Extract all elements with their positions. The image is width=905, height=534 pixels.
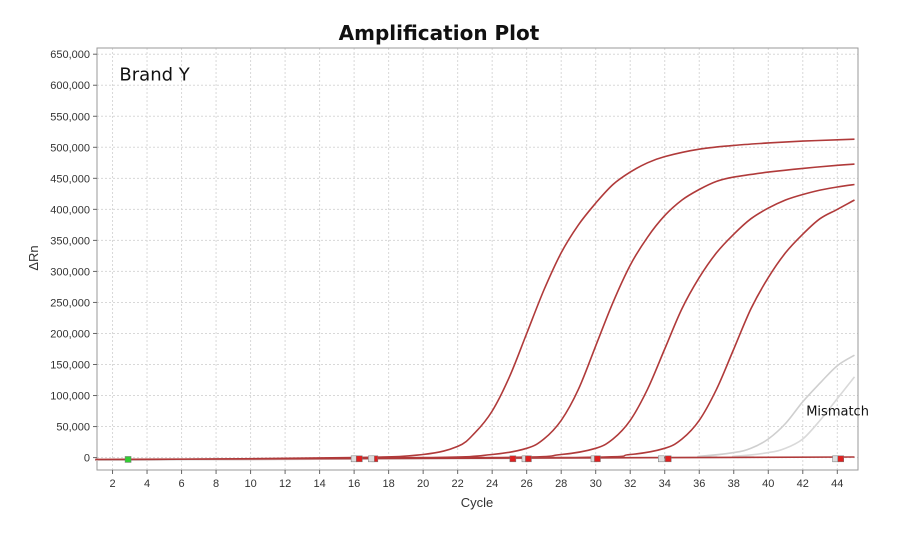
x-tick-label: 36 [693,478,705,490]
x-tick-label: 20 [417,478,429,490]
series-line-6 [95,376,856,461]
y-tick-label: 400,000 [50,204,90,216]
series-line-5 [95,354,855,461]
x-tick-label: 22 [452,478,464,490]
x-tick-label: 30 [590,478,602,490]
grid [97,48,858,470]
x-axis-label: Cycle [461,495,494,510]
y-tick-label: 0 [84,453,90,465]
threshold-marker [509,455,517,463]
series-line-3 [95,183,855,461]
x-tick-label: 6 [178,478,184,490]
x-tick-label: 16 [348,478,360,490]
x-tick-label: 12 [279,478,291,490]
y-tick-label: 550,000 [50,111,90,123]
y-tick-label: 150,000 [50,360,90,372]
x-tick-label: 34 [659,478,671,490]
threshold-marker [658,455,665,463]
y-tick-label: 350,000 [50,235,90,247]
x-tick-label: 40 [762,478,774,490]
threshold-marker [664,455,672,463]
x-tick-label: 26 [521,478,533,490]
series-line-4 [95,199,855,461]
threshold-marker [594,455,601,463]
y-tick-label: 100,000 [50,391,90,403]
x-tick-label: 32 [624,478,636,490]
x-tick-label: 44 [831,478,843,490]
x-tick-label: 14 [313,478,325,490]
y-tick-label: 50,000 [56,422,90,434]
threshold-marker [356,455,363,463]
series-line-1 [95,138,855,461]
y-tick-label: 600,000 [50,80,90,92]
threshold-marker [525,455,532,463]
x-tick-label: 2 [109,478,115,490]
series-line-2 [95,163,855,461]
annotation-label: Brand Y [119,64,190,85]
y-tick-label: 650,000 [50,49,90,61]
series-line-7 [95,456,855,461]
x-tick-label: 18 [383,478,395,490]
threshold-markers [124,455,844,463]
threshold-marker [124,456,132,463]
series-group [95,138,856,461]
annotations: Brand Y Mismatch [119,64,869,419]
threshold-marker [837,455,844,463]
chart-title: Amplification Plot [339,21,540,45]
y-tick-label: 500,000 [50,142,90,154]
x-tick-label: 4 [144,478,150,490]
x-tick-label: 10 [244,478,256,490]
x-tick-label: 8 [213,478,219,490]
y-tick-label: 200,000 [50,328,90,340]
x-axis-ticks: 2 4 6 8 10 12 14 16 18 20 22 24 26 28 30 32 34 36 38 40 42 44 [109,470,843,490]
y-axis-ticks: 0 50,000 100,000 150,000 200,000 250,000 300,0… [50,49,97,465]
plot-frame [96,47,859,471]
y-axis-label: ΔRn [26,245,41,270]
y-tick-label: 300,000 [50,266,90,278]
y-tick-label: 450,000 [50,173,90,185]
threshold-marker [368,455,375,463]
x-tick-label: 28 [555,478,567,490]
x-tick-label: 38 [728,478,740,490]
x-tick-label: 42 [797,478,809,490]
x-tick-label: 24 [486,478,498,490]
y-tick-label: 250,000 [50,297,90,309]
annotation-label: Mismatch [806,404,869,419]
